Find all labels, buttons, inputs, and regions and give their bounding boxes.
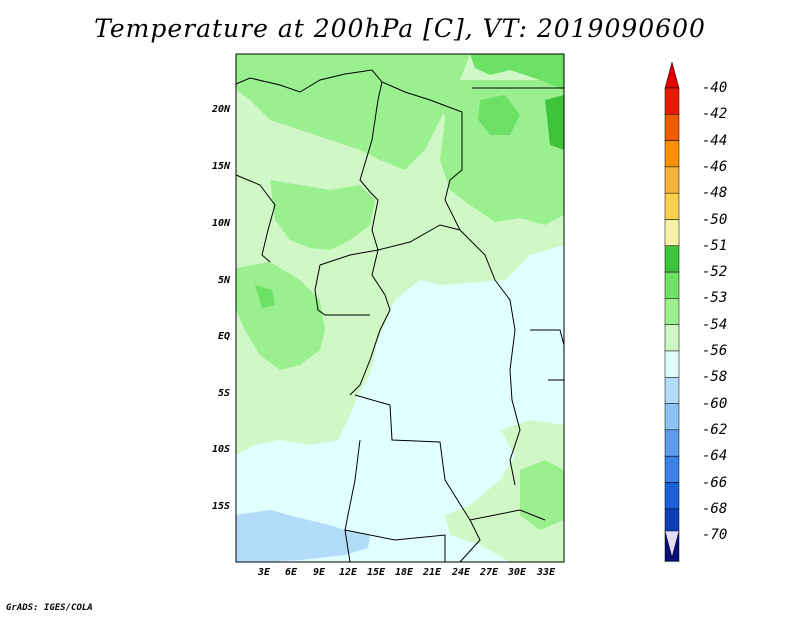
border-angola-zambia <box>354 394 546 521</box>
colorbar-box <box>664 429 680 457</box>
border-congo <box>349 249 391 396</box>
lat-label-15n: 15N <box>211 161 230 172</box>
lat-label-eq: EQ <box>217 331 230 342</box>
lat-label-5s: 5S <box>217 388 230 399</box>
plot-frame <box>235 53 565 563</box>
chart-title: Temperature at 200hPa [C], VT: 201909060… <box>94 14 706 43</box>
field-zone-53-central <box>270 180 375 250</box>
border-angola-west <box>344 439 361 563</box>
border-car <box>319 224 496 281</box>
lon-label-27e: 27E <box>479 567 499 578</box>
colorbar-box <box>664 482 680 510</box>
lon-label-21e: 21E <box>422 567 442 578</box>
temperature-field <box>236 54 564 562</box>
lon-label-30e: 30E <box>507 567 527 578</box>
colorbar-label: -58 <box>702 369 728 386</box>
credit-text: GrADS: IGES/COLA <box>6 603 93 613</box>
lon-label-15e: 15E <box>366 567 386 578</box>
country-borders <box>235 69 565 563</box>
colorbar-box <box>664 114 680 141</box>
colorbar-label: -53 <box>702 290 728 307</box>
field-zone-53-se <box>520 460 564 530</box>
colorbar-label: -70 <box>702 527 728 544</box>
field-zone-51-ne <box>545 95 564 150</box>
border-namibia <box>344 529 446 562</box>
colorbar-label: -66 <box>702 474 728 491</box>
field-zone-53-east <box>440 80 564 225</box>
colorbar-label: -42 <box>702 106 728 123</box>
colorbar-box <box>664 403 680 431</box>
field-zone-52-patch <box>478 95 520 135</box>
colorbar-label: -44 <box>702 132 728 149</box>
colorbar-box <box>664 87 680 115</box>
colorbar-top-arrow <box>664 61 680 89</box>
lat-label-5n: 5N <box>217 275 230 286</box>
lon-label-9e: 9E <box>312 567 326 578</box>
border-chad-sudan <box>359 81 383 251</box>
colorbar-label: -60 <box>702 395 728 412</box>
colorbar-label: -52 <box>702 264 728 281</box>
colorbar-label: -48 <box>702 185 728 202</box>
colorbar-box <box>664 324 680 352</box>
lat-label-10s: 10S <box>211 444 230 455</box>
colorbar-box <box>664 219 680 247</box>
colorbar-label: -46 <box>702 158 728 175</box>
colorbar-box <box>664 455 680 483</box>
colorbar-label: -40 <box>702 80 728 96</box>
colorbar-label: -64 <box>702 448 728 465</box>
field-zone-53-north <box>236 54 470 170</box>
field-zone-54-se <box>445 420 564 562</box>
field-zone-56-sw <box>236 510 370 562</box>
lon-label-18e: 18E <box>394 567 414 578</box>
colorbar-box <box>664 350 680 378</box>
colorbar-box <box>664 140 680 168</box>
colorbar-box <box>664 192 680 220</box>
border-cameroon-gabon <box>314 264 370 316</box>
colorbar-box <box>664 166 680 194</box>
colorbar <box>664 61 680 562</box>
lat-label-15s: 15S <box>211 501 230 512</box>
colorbar-label: -54 <box>702 316 728 333</box>
colorbar-label: -50 <box>702 211 728 228</box>
colorbar-box <box>664 245 680 273</box>
colorbar-label: -62 <box>702 421 728 438</box>
lon-label-33e: 33E <box>536 567 556 578</box>
lon-label-12e: 12E <box>338 567 358 578</box>
border-uganda <box>530 329 565 346</box>
lon-label-3e: 3E <box>257 567 271 578</box>
border-nigeria <box>235 174 276 263</box>
border-drc-east <box>494 279 521 486</box>
colorbar-bottom-arrow <box>664 530 680 558</box>
colorbar-box <box>664 298 680 325</box>
lat-label-20n: 20N <box>211 104 230 115</box>
colorbar-box <box>664 377 680 404</box>
colorbar-label: -68 <box>702 500 728 517</box>
colorbar-box <box>664 271 680 299</box>
border-botswana <box>459 519 481 563</box>
colorbar-label: -51 <box>702 237 728 254</box>
field-zone-52-ne <box>470 54 564 90</box>
field-zone-52-coast <box>255 285 275 308</box>
lon-label-24e: 24E <box>451 567 471 578</box>
lat-label-10n: 10N <box>211 218 230 229</box>
lon-label-6e: 6E <box>284 567 298 578</box>
colorbar-label: -56 <box>702 343 728 359</box>
